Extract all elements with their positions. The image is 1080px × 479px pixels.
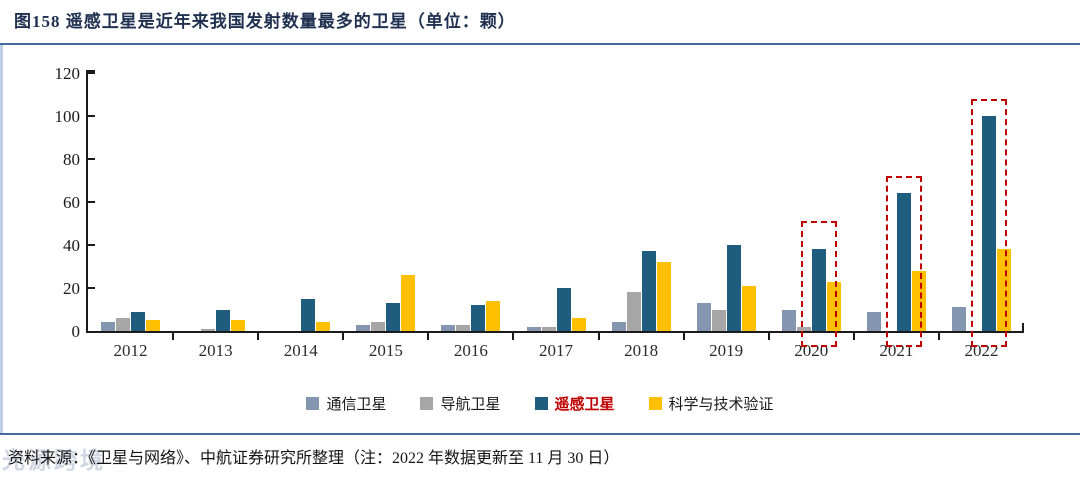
highlight-box-2022 [971,98,1008,347]
legend-swatch [534,397,548,410]
bar-2020-series3 [811,249,826,331]
bar-2018-series3 [641,251,656,331]
y-axis-endcap [88,70,95,72]
x-tick [172,333,175,340]
x-tick [597,333,600,340]
y-tick [88,115,95,117]
bar-2016-series2 [456,324,471,331]
bar-2018-series1 [611,322,626,331]
y-tick [88,72,95,74]
y-axis-label: 60 [63,193,80,212]
x-tick [852,333,855,340]
x-axis-label-2019: 2019 [709,341,744,360]
bar-2022-series4 [996,249,1011,331]
footer-divider [0,433,1080,435]
x-axis-label-2014: 2014 [283,341,318,360]
bar-2017-series3 [556,288,571,331]
y-tick [88,287,95,289]
bar-2022-series3 [981,116,996,331]
y-axis-label: 120 [54,64,81,83]
y-tick [88,244,95,246]
x-tick [937,333,940,340]
legend-item-series4: 科学与技术验证 [648,393,774,414]
bar-2019-series1 [696,303,711,331]
bar-2017-series4 [571,318,586,331]
chart-legend: 通信卫星 导航卫星 遥感卫星 科学与技术验证 [0,393,1080,414]
x-axis-label-2015: 2015 [368,341,403,360]
bar-2016-series1 [441,324,456,331]
source-note: 资料来源：《卫星与网络》、中航证券研究所整理（注：2022 年数据更新至 11 … [8,450,620,467]
bar-2013-series4 [231,320,246,331]
bar-2012-series3 [131,311,146,331]
highlight-box-2020 [801,221,838,347]
x-axis-label-2013: 2013 [198,341,233,360]
legend-item-series2: 导航卫星 [420,393,501,414]
x-tick [767,333,770,340]
bar-2015-series4 [401,275,416,331]
y-axis-label: 100 [54,107,81,126]
x-tick [257,333,260,340]
bar-2019-series2 [711,309,726,331]
x-axis-endcap [1022,323,1024,331]
bar-2015-series2 [371,322,386,331]
bar-2021-series1 [866,311,881,331]
y-axis-label: 80 [63,150,80,169]
bar-2020-series1 [781,309,796,331]
bar-2013-series2 [201,328,216,331]
legend-swatch [306,397,320,410]
left-border-stripe [0,45,3,433]
bar-2018-series4 [656,262,671,331]
x-tick [427,333,430,340]
x-tick [682,333,685,340]
bar-2019-series3 [726,245,741,331]
bar-2019-series4 [741,285,756,331]
bar-2016-series3 [471,305,486,331]
x-axis-label-2012: 2012 [113,341,148,360]
bar-2012-series1 [101,322,116,331]
bar-2020-series2 [796,326,811,331]
bar-2015-series1 [356,324,371,331]
y-tick [88,158,95,160]
bar-2022-series1 [951,307,966,331]
bar-2016-series4 [486,300,501,331]
bar-2012-series2 [116,318,131,331]
x-axis-label-2018: 2018 [624,341,659,360]
x-tick [342,333,345,340]
legend-item-series1: 通信卫星 [306,393,386,414]
x-axis-label-2017: 2017 [539,341,573,360]
x-tick [512,333,515,340]
legend-label: 导航卫星 [440,397,501,413]
bar-2018-series2 [626,292,641,331]
bar-2015-series3 [386,303,401,331]
bar-2017-series1 [526,326,541,331]
legend-label: 科学与技术验证 [668,397,774,413]
legend-label: 遥感卫星 [554,397,615,413]
y-tick [88,201,95,203]
legend-swatch [420,397,434,410]
highlight-box-2021 [886,176,923,347]
bar-2017-series2 [541,326,556,331]
legend-swatch [648,397,662,410]
watermark: 光源跨境 [2,448,106,473]
bar-2014-series3 [301,298,316,331]
bar-2013-series3 [216,309,231,331]
legend-item-series3: 遥感卫星 [534,393,615,414]
figure-title: 图158 遥感卫星是近年来我国发射数量最多的卫星（单位：颗） [14,12,516,31]
x-axis-label-2016: 2016 [453,341,488,360]
y-axis [86,70,88,333]
bar-2012-series4 [146,320,161,331]
bar-2021-series3 [896,193,911,331]
bar-2021-series4 [911,270,926,331]
bar-2020-series4 [826,281,841,331]
y-axis-label: 0 [71,322,81,341]
y-axis-label: 20 [63,279,80,298]
legend-label: 通信卫星 [326,397,387,413]
y-axis-label: 40 [63,236,80,255]
bar-2014-series4 [316,322,331,331]
x-axis [86,331,1024,333]
title-divider [0,43,1080,45]
